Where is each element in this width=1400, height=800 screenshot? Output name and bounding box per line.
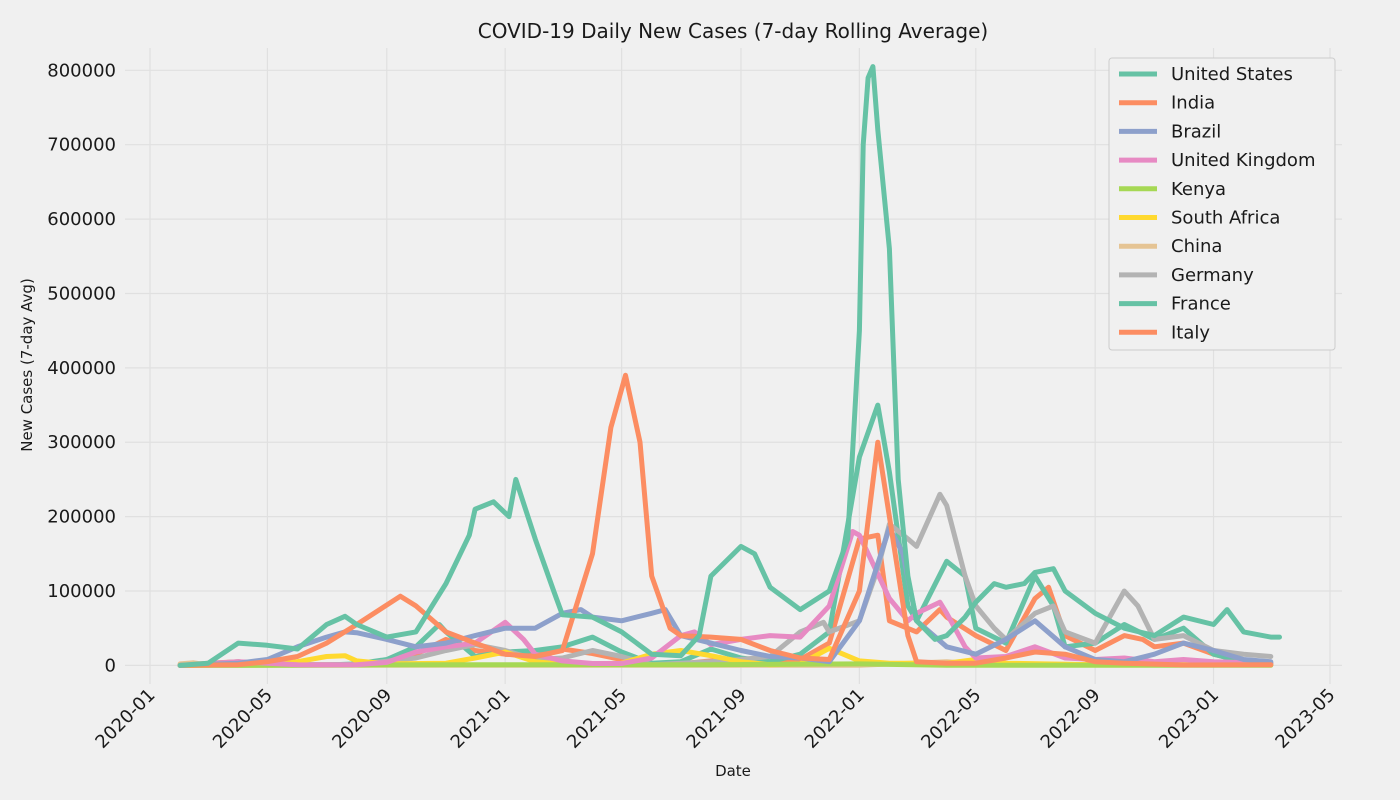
series-line-2 [177, 525, 1274, 668]
y-tick-label-0: 0 [105, 655, 116, 676]
series-line-1 [177, 372, 1274, 668]
y-axis-ticks: 0 100000 200000 300000 400000 500000 600000 700… [47, 60, 116, 676]
x-tick-label-9: 2023-01 [1155, 685, 1223, 753]
x-tick-label-2: 2020-09 [328, 685, 396, 753]
y-tick-label-1: 100000 [47, 581, 116, 602]
y-tick-label-5: 500000 [47, 283, 116, 304]
y-tick-label-3: 300000 [47, 432, 116, 453]
legend-label-6: China [1171, 236, 1222, 257]
y-axis-label: New Cases (7-day Avg) [18, 278, 36, 452]
legend-label-0: United States [1171, 64, 1293, 85]
series-lines [177, 64, 1282, 668]
x-tick-label-0: 2020-01 [91, 685, 159, 753]
legend-label-3: United Kingdom [1171, 150, 1315, 171]
legend-label-2: Brazil [1171, 121, 1221, 142]
legend-label-8: France [1171, 294, 1231, 315]
x-tick-label-5: 2021-09 [682, 685, 750, 753]
y-tick-label-8: 800000 [47, 60, 116, 81]
y-tick-label-2: 200000 [47, 507, 116, 528]
legend-box [1108, 57, 1336, 351]
x-tick-label-7: 2022-05 [917, 685, 985, 753]
legend-label-4: Kenya [1171, 179, 1226, 200]
legend: United States India Brazil United Kingdom Ke… [1108, 57, 1336, 351]
x-tick-label-6: 2022-01 [801, 685, 869, 753]
series-line-0 [177, 64, 1282, 668]
x-tick-label-8: 2022-09 [1037, 685, 1105, 753]
legend-label-9: Italy [1171, 322, 1210, 343]
series-line-3 [177, 529, 1274, 668]
legend-label-1: India [1171, 93, 1215, 114]
y-tick-label-4: 400000 [47, 358, 116, 379]
y-tick-label-6: 600000 [47, 209, 116, 230]
x-tick-label-1: 2020-05 [209, 685, 277, 753]
legend-label-5: South Africa [1171, 208, 1280, 229]
x-tick-label-3: 2021-01 [447, 685, 515, 753]
chart-title: COVID-19 Daily New Cases (7-day Rolling … [478, 19, 988, 43]
x-tick-label-4: 2021-05 [563, 685, 631, 753]
legend-label-7: Germany [1171, 265, 1254, 286]
x-tick-label-10: 2023-05 [1271, 685, 1339, 753]
series-line-8 [177, 402, 1274, 668]
y-tick-label-7: 700000 [47, 135, 116, 156]
x-axis-label: Date [715, 762, 751, 780]
x-axis-ticks: 2020-01 2020-05 2020-09 2021-01 2021-05 2021-… [91, 685, 1339, 753]
